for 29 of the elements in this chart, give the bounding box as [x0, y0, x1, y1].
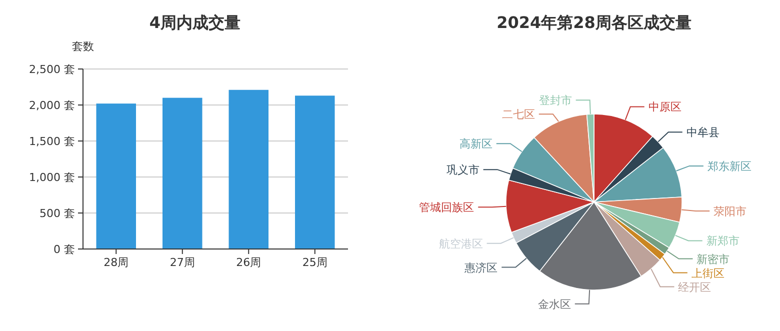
slice-label: 郑东新区 [707, 160, 752, 173]
y-tick-label: 1,000 套 [29, 171, 75, 184]
slice-label: 经开区 [678, 280, 712, 294]
x-tick-label: 28周 [104, 256, 129, 269]
x-tick-label: 27周 [170, 256, 195, 269]
slice-label: 中原区 [648, 100, 682, 114]
x-tick-label: 26周 [236, 256, 262, 269]
y-tick-label: 1,500 套 [29, 135, 75, 148]
slice-label: 管城回族区 [419, 201, 474, 214]
x-tick-label: 25周 [302, 256, 328, 269]
slice-label: 巩义市 [446, 164, 480, 177]
slice-label: 荥阳市 [714, 204, 747, 218]
slice-label: 惠济区 [464, 261, 498, 274]
y-tick-label: 500 套 [40, 207, 75, 220]
slice-label: 金水区 [538, 298, 571, 311]
slice-label: 新郑市 [706, 234, 740, 248]
slice-label: 新密市 [696, 252, 730, 266]
y-tick-label: 2,500 套 [29, 63, 75, 76]
chart-title: 2024年第28周各区成交量 [496, 13, 692, 32]
slice-label: 航空港区 [438, 237, 483, 250]
y-tick-label: 0 套 [54, 243, 75, 256]
slice-label: 二七区 [502, 108, 535, 122]
y-tick-label: 2,000 套 [29, 99, 75, 112]
slice-label: 高新区 [459, 138, 492, 151]
chart-title: 4周内成交量 [149, 13, 241, 32]
y-axis-title: 套数 [72, 40, 94, 53]
slice-label: 登封市 [538, 94, 572, 108]
slice-label: 中牟县 [686, 126, 720, 140]
slice-label: 上街区 [691, 266, 724, 280]
